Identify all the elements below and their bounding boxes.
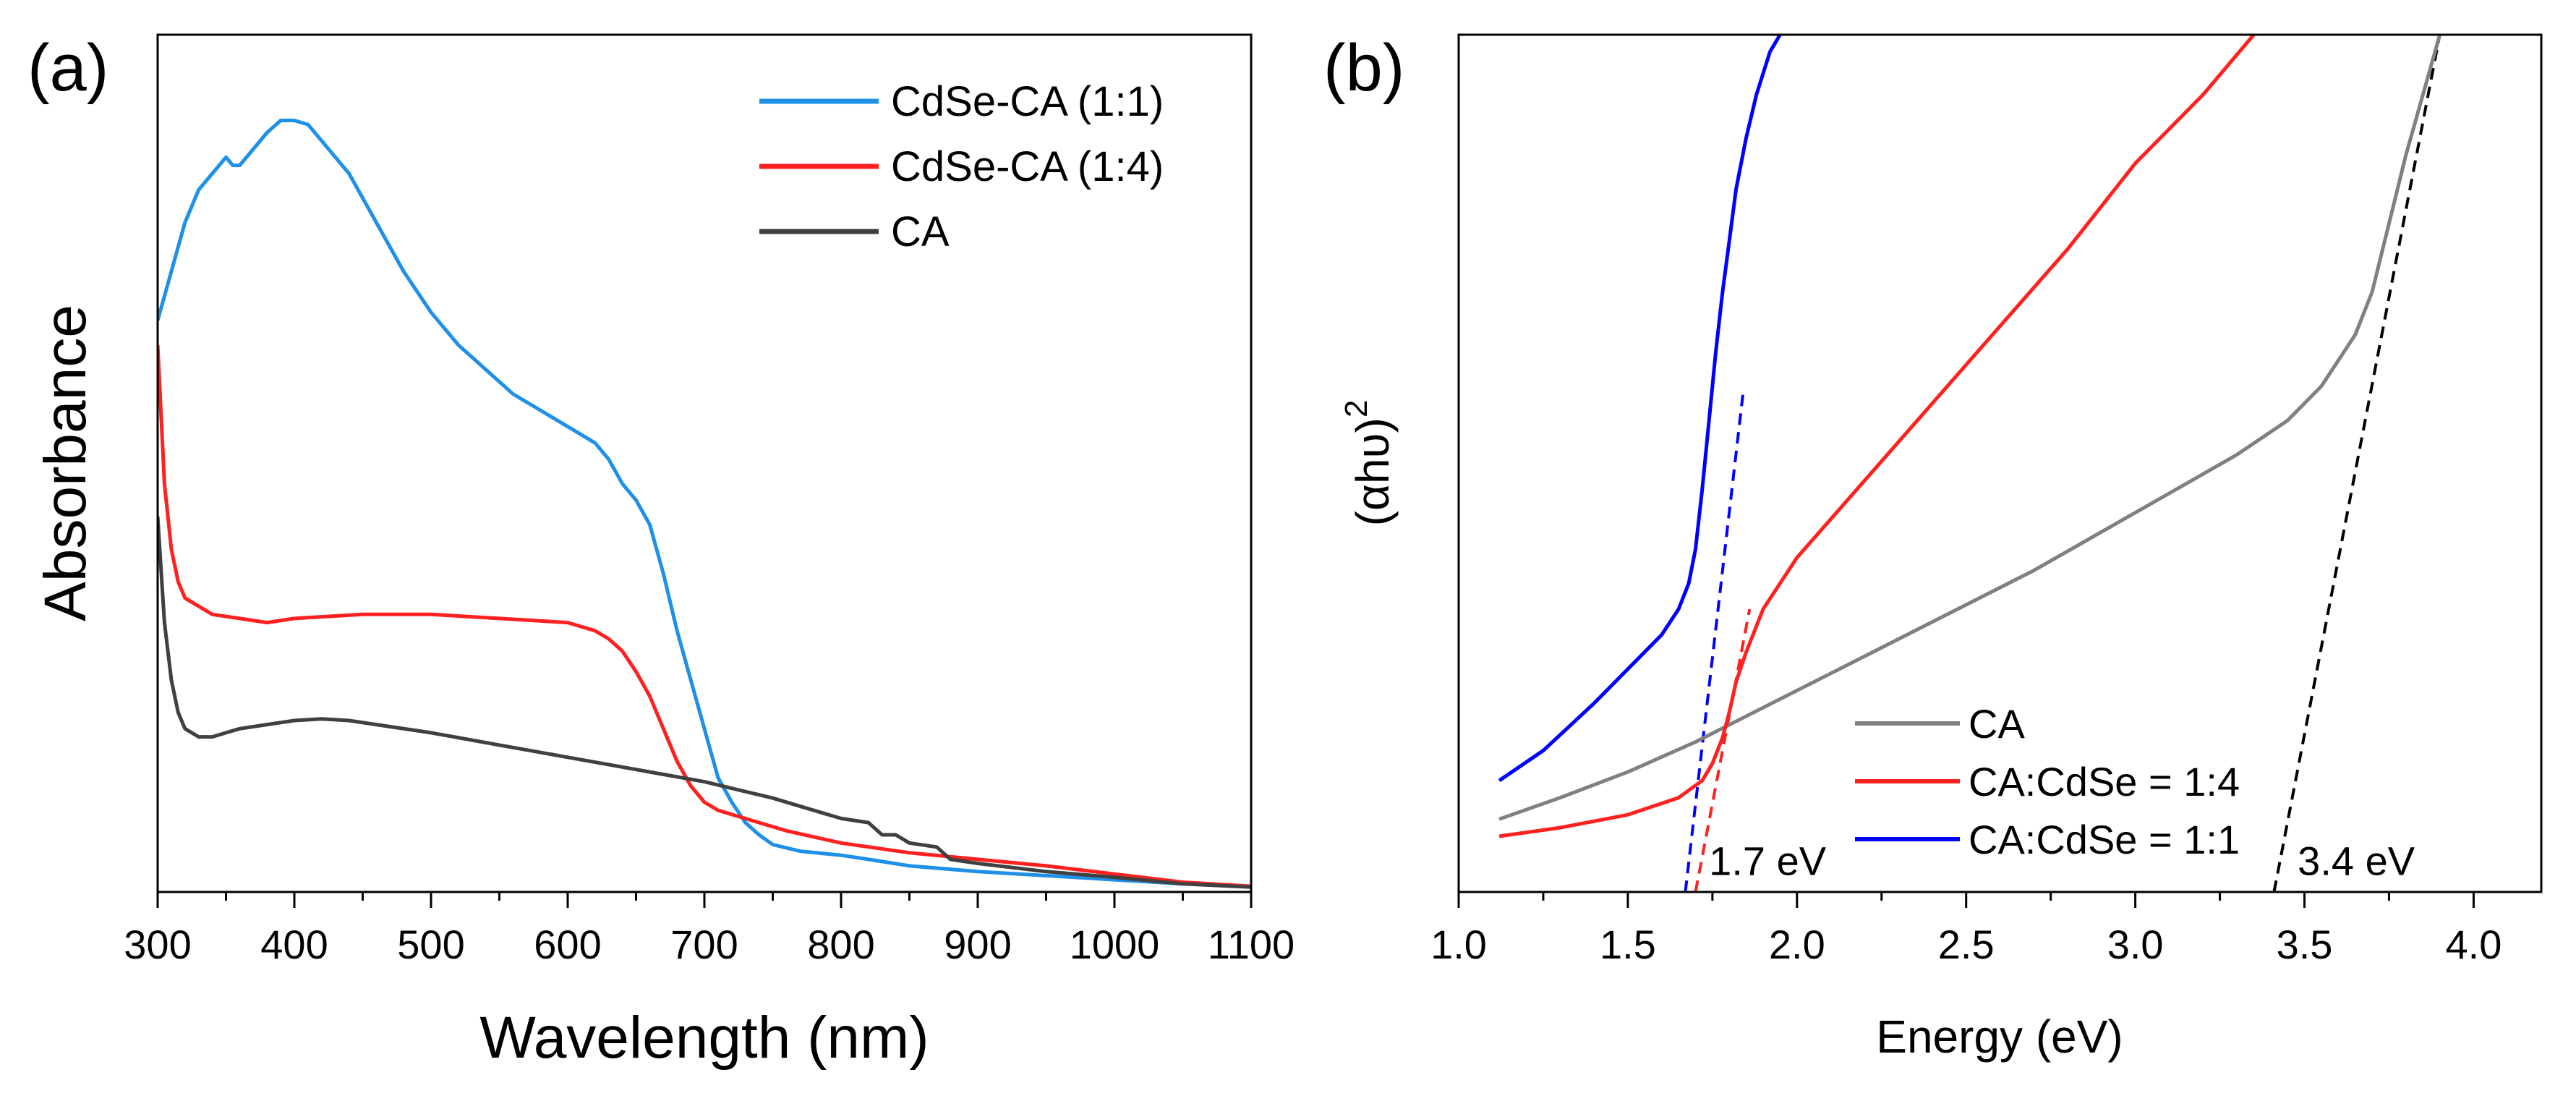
series-line-cdse-ca-1-4	[158, 344, 1251, 888]
legend-label-ca-b: CA	[1969, 701, 2025, 747]
series-line-ca	[158, 516, 1251, 889]
x-tick-label: 1.5	[1600, 922, 1656, 967]
panel-a-legend: CdSe-CA (1:1) CdSe-CA (1:4) CA	[759, 78, 1164, 255]
panel-a-y-label: Absorbance	[33, 305, 98, 621]
panel-b-y-label-base: (αhυ)	[1347, 417, 1399, 526]
extrapolation-black-fit	[2272, 35, 2441, 892]
legend-label-ca-cdse-1-1: CA:CdSe = 1:1	[1969, 817, 2240, 862]
x-tick-label: 1.0	[1430, 922, 1487, 967]
panel-a-x-ticks: 300 400 500 600 700 800 900 1000 1100	[124, 892, 1295, 967]
x-tick-label: 900	[944, 922, 1011, 967]
x-tick-label: 800	[807, 922, 874, 967]
legend-label-cdse-ca-1-4: CdSe-CA (1:4)	[891, 143, 1164, 190]
extrapolation-red-fit	[1694, 608, 1752, 892]
x-tick-label: 600	[534, 922, 601, 967]
panel-b-x-ticks: 1.0 1.5 2.0 2.5 3.0 3.5 4.0	[1430, 892, 2502, 967]
series-line-ca-cdse-1-1	[1498, 35, 1782, 783]
x-tick-label: 4.0	[2446, 922, 2502, 967]
x-tick-label: 3.0	[2107, 922, 2164, 967]
x-tick-label: 1100	[1208, 922, 1295, 967]
annotation-1-7-ev: 1.7 eV	[1709, 838, 1827, 883]
panel-a-label: (a)	[27, 31, 108, 105]
panel-b-x-label: Energy (eV)	[1876, 1011, 2123, 1063]
x-tick-label: 500	[397, 922, 464, 967]
series-line-cdse-ca-1-1	[158, 119, 1251, 888]
legend-label-ca: CA	[891, 208, 950, 255]
x-tick-label: 300	[124, 922, 191, 967]
panel-b-y-label-group: (αhυ)2	[1339, 400, 1399, 527]
panel-b-plot-area	[1498, 35, 2442, 892]
annotation-3-4-ev: 3.4 eV	[2298, 838, 2415, 883]
panel-b: (b) 1.0 1.5 2.0 2.5 3.0 3.5 4.0 Energy (eV) (α…	[1323, 31, 2543, 1063]
x-tick-label: 400	[260, 922, 328, 967]
panel-b-annotations: 1.7 eV 3.4 eV	[1709, 838, 2415, 883]
panel-b-legend: CA CA:CdSe = 1:4 CA:CdSe = 1:1	[1855, 701, 2240, 862]
panel-b-label: (b)	[1323, 31, 1404, 105]
x-tick-label: 1000	[1070, 922, 1160, 967]
x-tick-label: 2.0	[1769, 922, 1825, 967]
panel-b-y-label-superscript: 2	[1339, 400, 1374, 417]
legend-label-ca-cdse-1-4: CA:CdSe = 1:4	[1969, 759, 2240, 804]
panel-a-plot-area	[158, 119, 1251, 889]
extrapolation-blue-fit	[1684, 394, 1744, 892]
panel-b-y-label: (αhυ)2	[1339, 400, 1399, 527]
x-tick-label: 2.5	[1938, 922, 1995, 967]
legend-label-cdse-ca-1-1: CdSe-CA (1:1)	[891, 78, 1164, 125]
panel-a: (a) 300 400 500 600 700 800 900 1000 1100 Wavele…	[27, 31, 1295, 1071]
panel-b-frame	[1457, 33, 2543, 893]
x-tick-label: 700	[670, 922, 738, 967]
panel-a-x-label: Wavelength (nm)	[479, 1005, 929, 1071]
x-tick-label: 3.5	[2277, 922, 2333, 967]
series-line-ca	[1498, 35, 2442, 821]
series-line-ca-cdse-1-4	[1498, 35, 2256, 838]
